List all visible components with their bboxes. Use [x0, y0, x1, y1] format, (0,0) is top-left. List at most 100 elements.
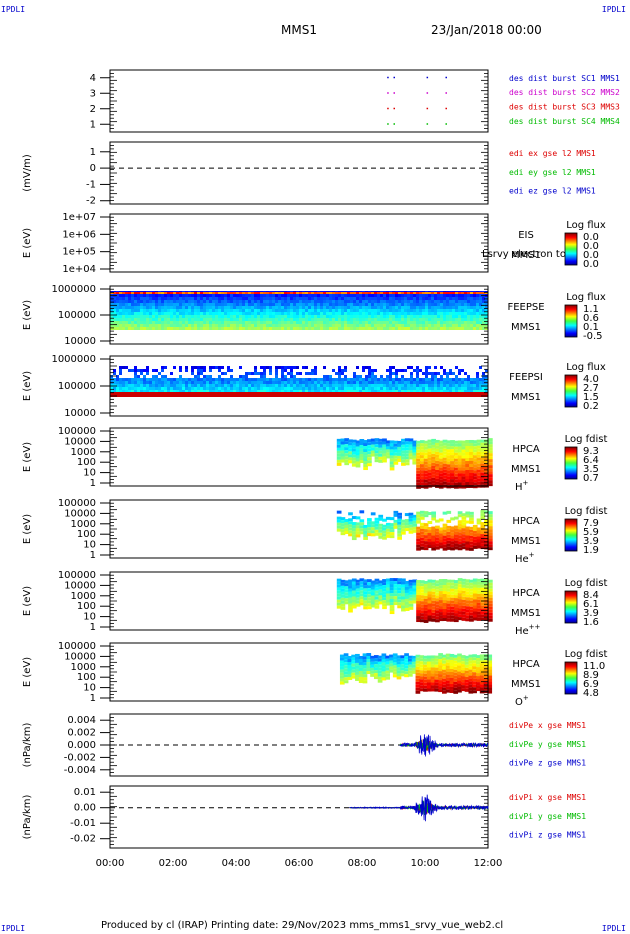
spectrogram-cell	[461, 590, 467, 594]
spectrogram-cell	[314, 294, 317, 297]
spectrogram-cell	[363, 588, 368, 592]
spectrogram-cell	[473, 297, 476, 300]
spectrogram-cell	[149, 384, 152, 387]
spectrogram-cell	[340, 606, 346, 610]
spectrogram-cell	[149, 312, 152, 315]
spectrogram-cell	[257, 327, 260, 330]
spectrogram-cell	[182, 378, 185, 381]
spectrogram-cell	[275, 378, 278, 381]
spectrogram-cell	[385, 525, 391, 529]
spectrogram-cell	[218, 315, 221, 318]
spectrogram-cell	[374, 450, 380, 454]
spectrogram-cell	[167, 378, 170, 381]
spectrogram-cell	[427, 600, 433, 604]
spectrogram-cell	[404, 444, 410, 448]
spectrogram-cell	[281, 378, 284, 381]
spectrogram-cell	[455, 318, 458, 321]
spectrogram-cell	[137, 294, 140, 297]
spectrogram-cell	[440, 321, 443, 324]
spectrogram-cell	[348, 609, 353, 613]
spectrogram-cell	[393, 513, 399, 517]
spectrogram-cell	[488, 579, 493, 583]
spectrogram-cell	[382, 591, 387, 595]
spectrogram-cell	[435, 442, 440, 446]
spectrogram-cell	[311, 324, 314, 327]
spectrogram-cell	[362, 668, 368, 672]
spectrogram-cell	[351, 584, 357, 588]
spectrogram-cell	[134, 369, 137, 372]
spectrogram-cell	[455, 312, 458, 315]
spectrogram-cell	[428, 300, 431, 303]
spectrogram-cell	[317, 294, 320, 297]
spectrogram-cell	[469, 609, 474, 613]
spectrogram-cell	[200, 381, 203, 384]
spectrogram-cell	[338, 292, 341, 294]
spectrogram-cell	[401, 384, 404, 387]
spectrogram-cell	[480, 611, 486, 615]
spectrogram-cell	[353, 327, 356, 330]
spectrogram-cell	[488, 438, 493, 442]
spectrogram-cell	[332, 324, 335, 327]
spectrogram-cell	[428, 378, 431, 381]
spectrogram-cell	[453, 479, 459, 483]
spectrogram-cell	[329, 315, 332, 318]
spectrogram-cell	[437, 378, 440, 381]
spectrogram-cell	[155, 369, 158, 372]
y-tick-label: 100000	[58, 498, 96, 509]
spectrogram-cell	[335, 318, 338, 321]
spectrogram-cell	[137, 378, 140, 381]
spectrogram-cell	[450, 458, 455, 462]
spectrogram-cell	[374, 438, 380, 442]
spectrogram-cell	[152, 369, 155, 372]
spectrogram-cell	[242, 300, 245, 303]
spectrogram-cell	[423, 688, 428, 692]
spectrogram-cell	[348, 442, 353, 446]
spectrogram-cell	[458, 315, 461, 318]
spectrogram-cell	[348, 585, 353, 589]
spectrogram-cell	[423, 655, 428, 659]
spectrogram-cell	[363, 591, 368, 595]
spectrogram-cell	[401, 531, 406, 535]
spectrogram-cell	[449, 303, 452, 306]
spectrogram-cell	[351, 537, 357, 541]
spectrogram-cell	[397, 599, 402, 603]
spectrogram-cell	[465, 588, 471, 592]
spectrogram-cell	[284, 366, 287, 369]
spectrogram-cell	[188, 297, 191, 300]
spectrogram-cell	[476, 454, 482, 458]
spectrogram-cell	[371, 392, 374, 397]
spectrogram-cell	[422, 321, 425, 324]
spectrogram-cell	[431, 600, 436, 604]
spectrogram-cell	[194, 306, 197, 309]
spectrogram-cell	[434, 392, 437, 397]
spectrogram-cell	[419, 294, 422, 297]
spectrogram-cell	[212, 366, 215, 369]
spectrogram-cell	[431, 477, 436, 481]
spectrogram-cell	[382, 603, 387, 607]
spectrogram-cell	[442, 684, 447, 688]
spectrogram-cell	[370, 658, 375, 662]
spectrogram-cell	[367, 454, 372, 458]
spectrogram-cell	[484, 457, 489, 461]
spectrogram-cell	[480, 578, 486, 582]
spectrogram-cell	[425, 390, 428, 393]
spectrogram-cell	[194, 292, 197, 294]
spectrogram-cell	[427, 612, 433, 616]
spectrogram-cell	[221, 312, 224, 315]
corner-mark-top-left: IPDLI	[1, 5, 26, 14]
spectrogram-cell	[393, 446, 399, 450]
spectrogram-cell	[218, 324, 221, 327]
spectrogram-cell	[378, 529, 384, 533]
spectrogram-cell	[440, 303, 443, 306]
spectrogram-cell	[233, 306, 236, 309]
spectrogram-cell	[314, 306, 317, 309]
burst-marker	[426, 92, 429, 94]
spectrogram-cell	[457, 467, 463, 471]
spectrogram-cell	[212, 378, 215, 381]
spectrogram-cell	[423, 604, 429, 608]
spectrogram-cell	[197, 312, 200, 315]
spectrogram-cell	[370, 592, 376, 596]
spectrogram-cell	[116, 381, 119, 384]
spectrogram-cell	[423, 610, 429, 614]
spectrogram-cell	[368, 387, 371, 390]
